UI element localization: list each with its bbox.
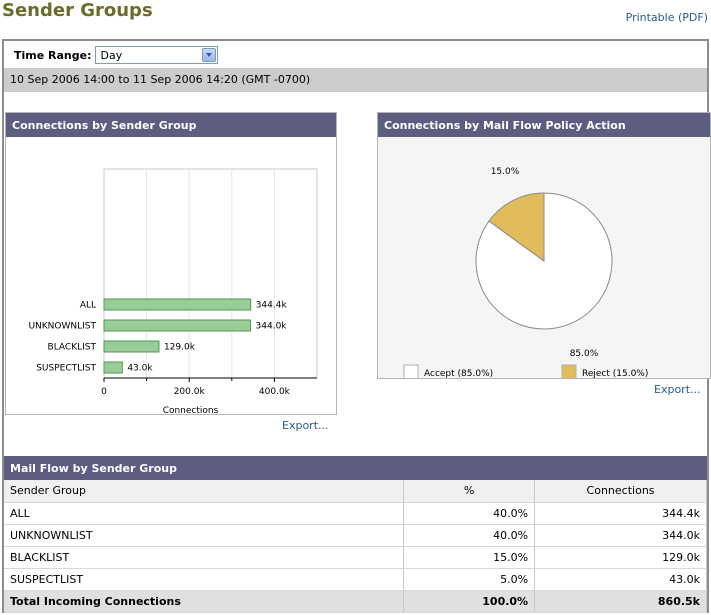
percent-cell: 40.0% (403, 502, 536, 525)
connections-cell: 344.4k (534, 502, 707, 525)
bar (103, 340, 160, 353)
column-header-percent[interactable]: % (403, 480, 536, 503)
legend-label: Accept (85.0%) (424, 369, 493, 378)
sender-group-cell: ALL (4, 502, 405, 525)
table-row: ALL 40.0% 344.4k (4, 502, 707, 525)
bar-chart-panel-title: Connections by Sender Group (6, 113, 336, 137)
percent-cell: 5.0% (403, 568, 536, 591)
pie-export-link[interactable]: Export... (654, 383, 701, 396)
bar-export-link[interactable]: Export... (282, 419, 329, 432)
time-range-row: Time Range: Day (14, 46, 219, 64)
legend-label: Reject (15.0%) (582, 369, 648, 378)
table-row: UNKNOWNLIST 40.0% 344.0k (4, 524, 707, 547)
pie-chart-panel: Connections by Mail Flow Policy Action 8… (377, 112, 711, 380)
value-label: 344.0k (256, 322, 288, 332)
total-percent-cell: 100.0% (403, 590, 536, 613)
category-label: UNKNOWNLIST (28, 322, 96, 332)
pie-chart-panel-title: Connections by Mail Flow Policy Action (378, 113, 710, 137)
bar-chart: 0 200.0k 400.0k Connections ALL 344.4k UNKNOWN… (28, 168, 318, 416)
time-range-value: Day (100, 49, 123, 62)
x-tick-label: 200.0k (174, 387, 206, 397)
page-title: Sender Groups (2, 0, 153, 21)
date-range-text: 10 Sep 2006 14:00 to 11 Sep 2006 14:20 (… (10, 73, 311, 86)
mail-flow-table-title: Mail Flow by Sender Group (4, 456, 707, 480)
value-label: 344.4k (256, 301, 288, 311)
mail-flow-table-section: Mail Flow by Sender Group Sender Group %… (4, 456, 707, 613)
slice-label: 85.0% (570, 349, 599, 359)
category-label: ALL (80, 301, 96, 311)
date-range-bar: 10 Sep 2006 14:00 to 11 Sep 2006 14:20 (… (4, 68, 707, 92)
bar (103, 319, 252, 332)
connections-cell: 43.0k (534, 568, 707, 591)
bar-chart-panel: Connections by Sender Group 0 200.0k 400.0… (5, 112, 337, 416)
table-header-row: Sender Group % Connections (4, 480, 707, 503)
table-total-row: Total Incoming Connections 100.0% 860.5k (4, 590, 707, 613)
printable-pdf-link[interactable]: Printable (PDF) (625, 11, 708, 24)
connections-cell: 129.0k (534, 546, 707, 569)
bar (103, 361, 123, 374)
time-range-label: Time Range: (14, 48, 92, 62)
column-header-connections[interactable]: Connections (534, 480, 707, 503)
report-frame: Time Range: Day 10 Sep 2006 14:00 to 11 … (2, 39, 711, 613)
legend-swatch (561, 364, 577, 380)
total-connections-cell: 860.5k (534, 590, 707, 613)
value-label: 129.0k (164, 343, 196, 353)
category-label: SUSPECTLIST (36, 364, 96, 374)
x-tick-label: 400.0k (259, 387, 291, 397)
category-label: BLACKLIST (48, 343, 97, 353)
total-label-cell: Total Incoming Connections (4, 590, 405, 613)
slice-label: 15.0% (491, 167, 520, 177)
column-header-sender-group[interactable]: Sender Group (4, 480, 405, 503)
pie-slice (488, 192, 545, 262)
sender-group-cell: BLACKLIST (4, 546, 405, 569)
mail-flow-table: Sender Group % Connections ALL 40.0% 344… (4, 480, 707, 613)
chevron-down-icon[interactable] (202, 48, 217, 62)
sender-group-cell: UNKNOWNLIST (4, 524, 405, 547)
percent-cell: 15.0% (403, 546, 536, 569)
table-row: BLACKLIST 15.0% 129.0k (4, 546, 707, 569)
table-row: SUSPECTLIST 5.0% 43.0k (4, 568, 707, 591)
value-label: 43.0k (127, 364, 153, 374)
percent-cell: 40.0% (403, 524, 536, 547)
time-range-select[interactable]: Day (95, 46, 219, 64)
x-tick-label: 0 (101, 387, 107, 397)
legend-swatch (403, 364, 419, 380)
pie-chart: 85.0% 15.0% Accept (85.0%) Reject (15.0%) (403, 167, 648, 380)
x-axis-label: Connections (163, 406, 219, 414)
connections-cell: 344.0k (534, 524, 707, 547)
bar (103, 298, 252, 311)
sender-group-cell: SUSPECTLIST (4, 568, 405, 591)
